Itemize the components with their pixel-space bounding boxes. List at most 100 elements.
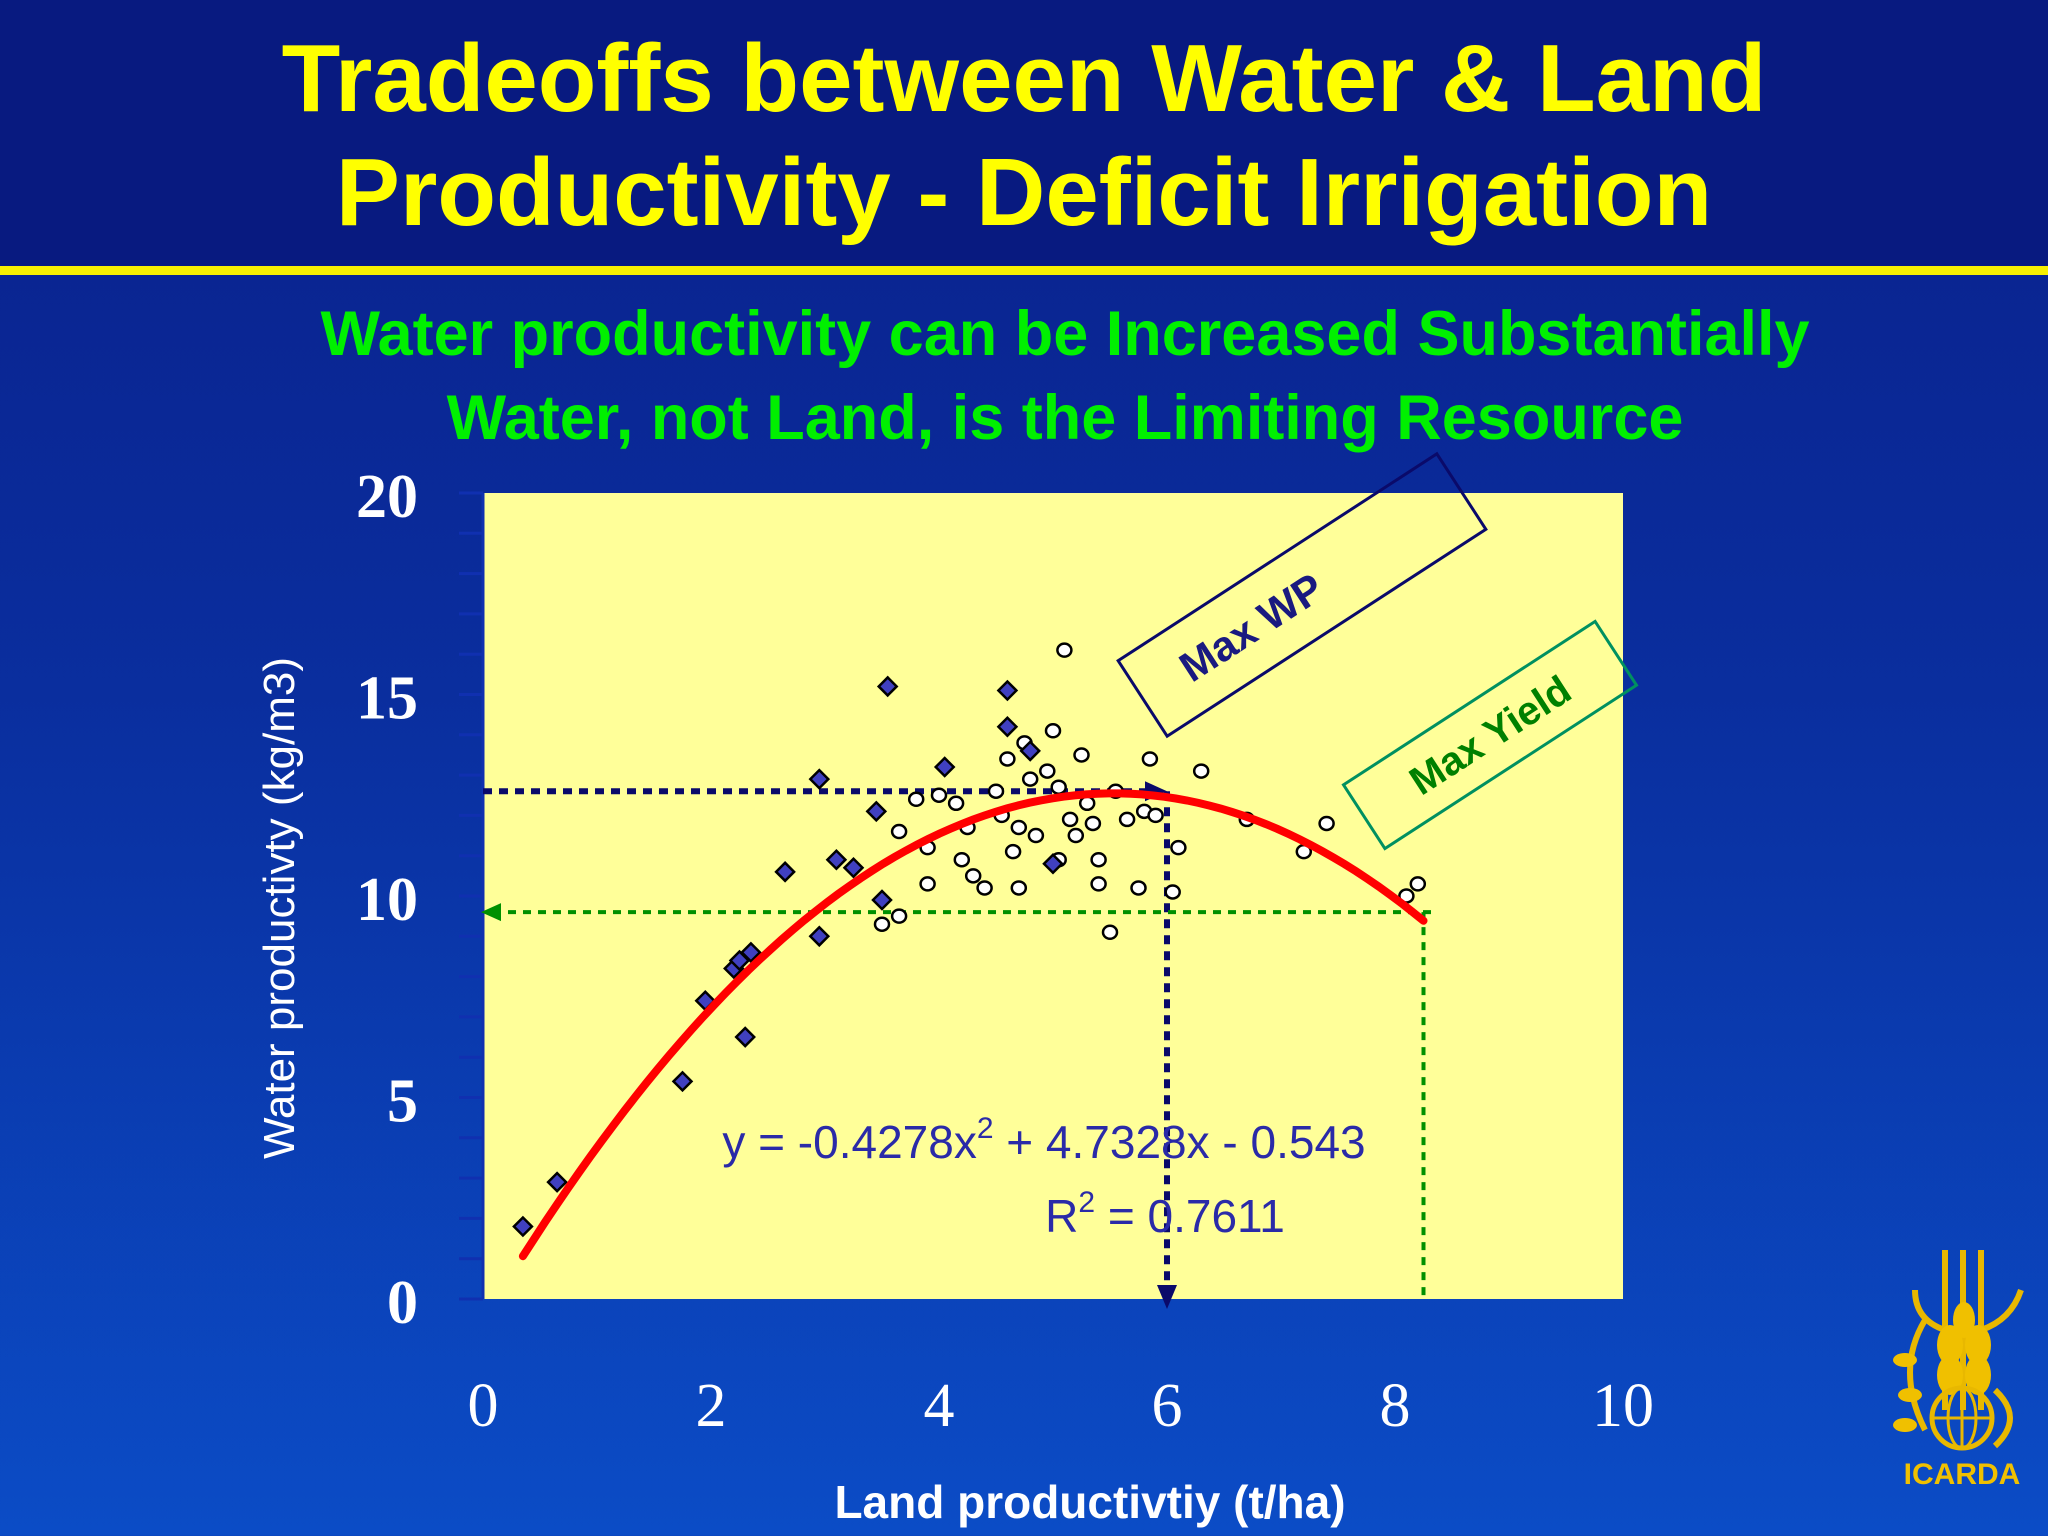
- r-squared-suffix: = 0.7611: [1095, 1190, 1285, 1242]
- data-point: [1061, 811, 1079, 828]
- data-point: [1042, 852, 1064, 875]
- data-point: [1101, 924, 1119, 941]
- max-yield-arrowhead: [481, 903, 501, 922]
- y-tick-label: 20: [356, 463, 418, 531]
- data-point: [987, 783, 1005, 799]
- r-squared-exponent: 2: [1078, 1186, 1095, 1219]
- data-point: [1073, 747, 1090, 763]
- data-point: [825, 848, 848, 871]
- slide-subtitle-line-1: Water productivity can be Increased Subs…: [320, 299, 1810, 369]
- data-point: [1409, 876, 1427, 892]
- data-point: [808, 768, 831, 790]
- title-banner: Tradeoffs between Water & Land Productiv…: [0, 0, 2048, 275]
- data-point: [671, 1070, 694, 1093]
- data-point: [1021, 771, 1039, 787]
- data-point: [1078, 795, 1096, 812]
- logo-text: ICARDA: [1904, 1458, 2021, 1491]
- data-point: [865, 800, 888, 823]
- data-point: [907, 791, 925, 808]
- slide-subtitle: Water productivity can be Increased Subs…: [0, 292, 2048, 460]
- plot-area: [483, 493, 1623, 1299]
- data-point: [996, 715, 1019, 738]
- data-point: [774, 861, 796, 883]
- fit-curve: [518, 789, 1428, 1261]
- wheat-grain-icons: [1893, 1302, 1991, 1432]
- data-point: [546, 1171, 568, 1193]
- x-tick-label: 6: [1152, 1372, 1183, 1440]
- y-axis-label: Water productivty (kg/m3): [255, 657, 304, 1159]
- diamond-points: [512, 675, 1064, 1238]
- r-squared: R2 = 0.7611: [1045, 1186, 1285, 1242]
- x-tick-label: 4: [924, 1372, 955, 1440]
- data-point: [1141, 751, 1159, 767]
- y-tick-label: 10: [356, 866, 418, 934]
- data-point: [1019, 740, 1041, 762]
- data-point: [999, 751, 1016, 767]
- data-point: [842, 857, 865, 879]
- data-point: [1090, 876, 1107, 892]
- r-squared-prefix: R: [1045, 1190, 1078, 1242]
- data-point: [1192, 763, 1210, 779]
- fit-equation-prefix: y = -0.4278x: [722, 1116, 976, 1168]
- x-tick-label: 2: [696, 1372, 727, 1440]
- circle-points: [873, 642, 1427, 941]
- y-axis: [459, 491, 485, 1301]
- data-point: [890, 908, 908, 924]
- x-tick-labels: 0 2 4 6 8 10: [468, 1372, 1655, 1440]
- data-point: [890, 823, 908, 840]
- data-point: [1130, 880, 1147, 896]
- y-tick-label: 5: [387, 1068, 418, 1136]
- slide-title: Tradeoffs between Water & Land Productiv…: [0, 22, 2048, 250]
- data-point: [947, 795, 965, 812]
- data-point: [876, 675, 899, 698]
- x-tick-label: 8: [1380, 1372, 1411, 1440]
- y-tick-label: 15: [356, 665, 418, 733]
- data-point: [919, 876, 936, 892]
- data-point: [1170, 839, 1187, 856]
- data-point: [1050, 779, 1067, 795]
- max-wp-down-arrowhead: [1157, 1285, 1177, 1309]
- x-tick-label: 0: [468, 1372, 499, 1440]
- y-tick-labels: 0 5 10 15 20: [356, 463, 418, 1337]
- fit-equation-exponent: 2: [977, 1112, 994, 1145]
- data-point: [512, 1215, 534, 1238]
- data-point: [740, 941, 762, 964]
- data-point: [964, 868, 982, 884]
- fit-equation-suffix: + 4.7328x - 0.543: [994, 1116, 1366, 1168]
- data-point: [1004, 843, 1022, 860]
- data-point: [996, 679, 1019, 702]
- max-wp-box: [1116, 451, 1488, 739]
- data-point: [1044, 723, 1062, 739]
- data-point: [873, 916, 891, 932]
- data-point: [1067, 827, 1085, 844]
- data-point: [1147, 807, 1164, 824]
- data-point: [734, 1026, 756, 1048]
- icarda-logo: ICARDA: [1893, 1250, 2024, 1491]
- data-point: [930, 787, 948, 803]
- slide-title-line-1: Tradeoffs between Water & Land: [281, 25, 1767, 132]
- slide-title-line-2: Productivity - Deficit Irrigation: [335, 139, 1713, 246]
- data-point: [953, 851, 971, 868]
- data-point: [871, 889, 893, 911]
- max-yield-box: [1341, 619, 1639, 851]
- y-tick-label: 0: [387, 1269, 418, 1337]
- data-point: [1084, 815, 1102, 832]
- data-point: [1090, 851, 1107, 868]
- guide-lines: [481, 781, 1432, 1309]
- data-point: [1027, 827, 1045, 844]
- x-tick-label: 10: [1592, 1372, 1654, 1440]
- x-axis-label: Land productivtiy (t/ha): [834, 1476, 1345, 1528]
- data-point: [1318, 815, 1335, 832]
- data-point: [1056, 642, 1073, 658]
- fit-equation: y = -0.4278x2 + 4.7328x - 0.543: [722, 1112, 1365, 1168]
- data-point: [933, 756, 956, 778]
- slide-subtitle-line-2: Water, not Land, is the Limiting Resourc…: [446, 383, 1684, 453]
- data-point: [1039, 763, 1056, 779]
- data-point: [1118, 811, 1136, 828]
- data-point: [808, 925, 831, 948]
- data-point: [1164, 884, 1181, 900]
- data-point: [1010, 880, 1028, 896]
- data-point: [976, 880, 993, 896]
- data-point: [1010, 819, 1028, 836]
